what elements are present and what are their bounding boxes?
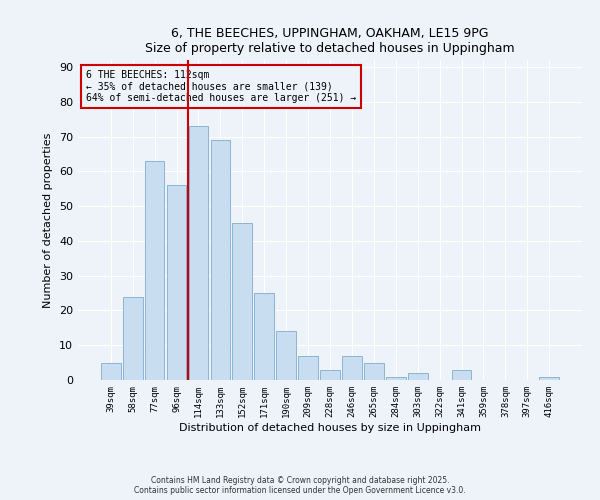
Bar	[232, 224, 252, 380]
Y-axis label: Number of detached properties: Number of detached properties	[43, 132, 53, 308]
Bar	[101, 362, 121, 380]
Bar	[539, 376, 559, 380]
Bar	[364, 362, 384, 380]
Bar	[123, 296, 143, 380]
Bar	[276, 332, 296, 380]
Text: 6 THE BEECHES: 112sqm
← 35% of detached houses are smaller (139)
64% of semi-det: 6 THE BEECHES: 112sqm ← 35% of detached …	[86, 70, 356, 103]
Title: 6, THE BEECHES, UPPINGHAM, OAKHAM, LE15 9PG
Size of property relative to detache: 6, THE BEECHES, UPPINGHAM, OAKHAM, LE15 …	[145, 26, 515, 54]
Bar	[320, 370, 340, 380]
Bar	[298, 356, 318, 380]
Bar	[188, 126, 208, 380]
Bar	[167, 185, 187, 380]
Bar	[452, 370, 472, 380]
Bar	[145, 161, 164, 380]
Bar	[254, 293, 274, 380]
Bar	[342, 356, 362, 380]
Bar	[386, 376, 406, 380]
Bar	[408, 373, 428, 380]
X-axis label: Distribution of detached houses by size in Uppingham: Distribution of detached houses by size …	[179, 422, 481, 432]
Text: Contains HM Land Registry data © Crown copyright and database right 2025.
Contai: Contains HM Land Registry data © Crown c…	[134, 476, 466, 495]
Bar	[211, 140, 230, 380]
